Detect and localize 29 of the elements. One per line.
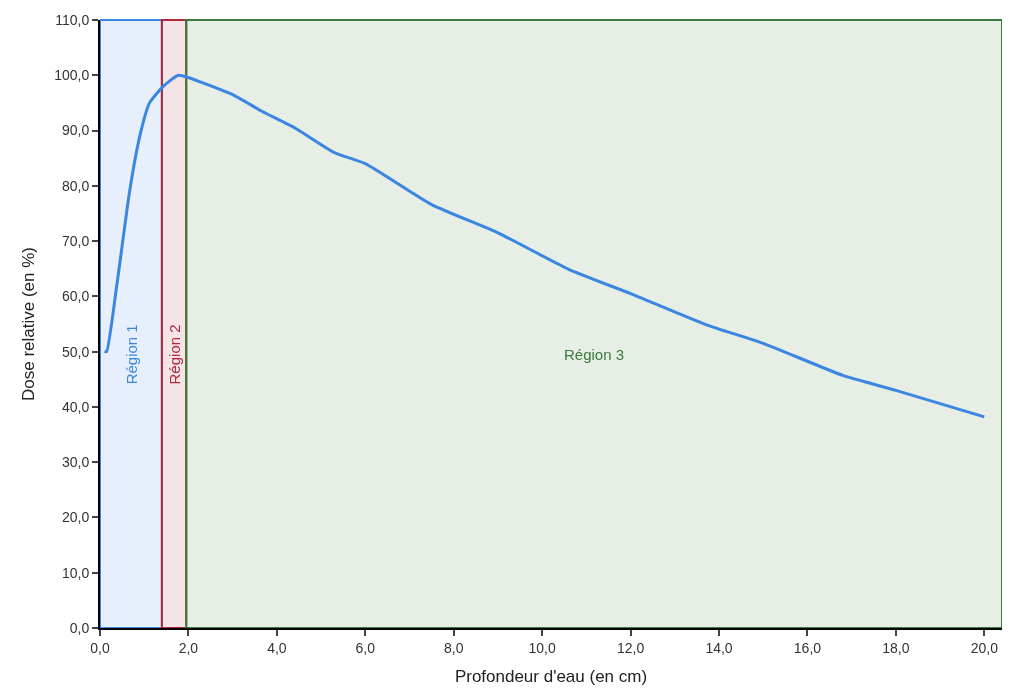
x-tick-label: 2,0 xyxy=(178,639,199,656)
x-tick-label: 8,0 xyxy=(444,639,464,656)
y-tick-label: 50,0 xyxy=(61,343,90,360)
y-tick-label: 80,0 xyxy=(61,177,90,194)
x-tick-label: 20,0 xyxy=(970,639,999,656)
line-series xyxy=(102,73,986,419)
y-axis-title: Dose relative (en %) xyxy=(19,246,39,402)
y-tick-label: 60,0 xyxy=(61,288,90,305)
x-tick-label: 0,0 xyxy=(90,639,110,656)
y-tick-label: 10,0 xyxy=(61,564,90,581)
y-tick-label: 110,0 xyxy=(55,11,90,28)
band-label: Région 2 xyxy=(165,324,183,385)
y-tick-label: 40,0 xyxy=(61,398,90,415)
y-tick-label: 100,0 xyxy=(54,67,90,84)
x-axis-title: Profondeur d'eau (en cm) xyxy=(454,666,648,686)
x-tick-label: 6,0 xyxy=(355,639,376,656)
y-tick-label: 0,0 xyxy=(69,619,90,636)
x-tick-label: 16,0 xyxy=(793,639,822,656)
band-label: Région 3 xyxy=(564,346,625,363)
y-tick-label: 20,0 xyxy=(61,509,90,526)
x-tick-label: 4,0 xyxy=(267,639,287,656)
y-tick-label: 70,0 xyxy=(61,232,90,249)
x-tick-label: 10,0 xyxy=(528,639,556,656)
band-label: Région 1 xyxy=(122,324,140,385)
x-tick-label: 18,0 xyxy=(882,639,910,656)
y-tick-label: 30,0 xyxy=(61,454,90,471)
x-tick-label: 14,0 xyxy=(705,639,733,656)
x-tick-label: 12,0 xyxy=(616,639,645,656)
y-tick-label: 90,0 xyxy=(61,122,90,139)
